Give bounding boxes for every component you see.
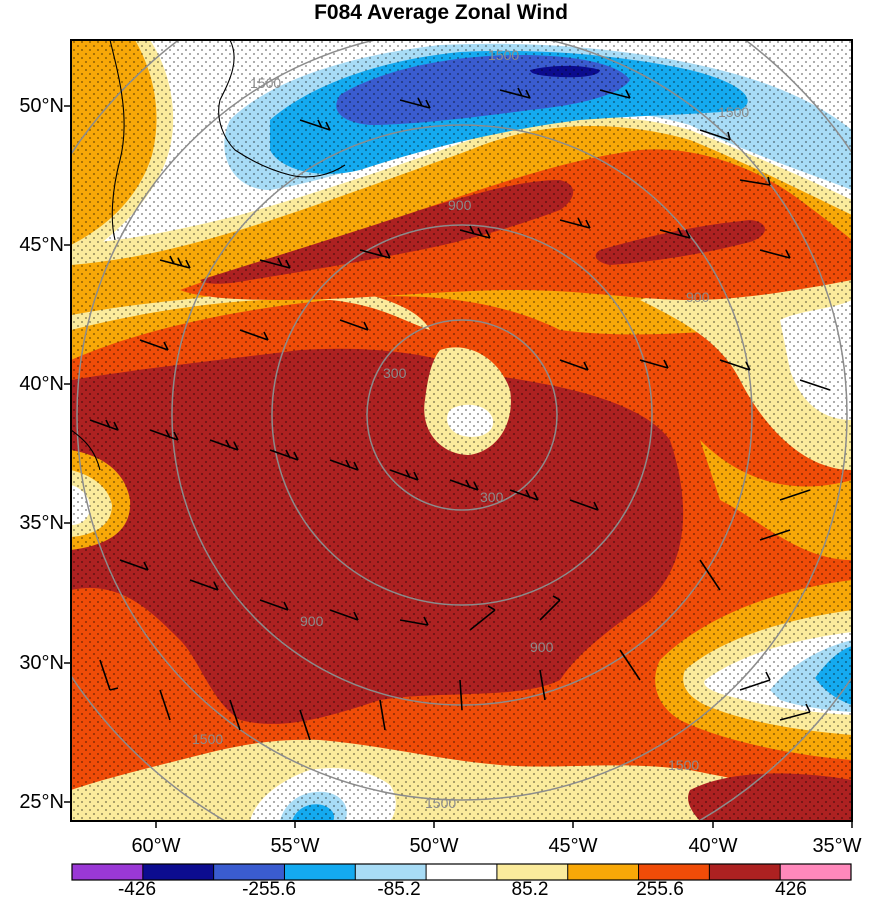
- colorbar-label-5: 255.6: [636, 879, 684, 900]
- colorbar-label-2: -255.6: [242, 879, 296, 900]
- contour-300: [366, 319, 558, 511]
- colorbar-swatch: [142, 864, 214, 880]
- lat-label-45n: 45°N: [19, 234, 64, 256]
- contour-label-1: 300: [383, 365, 407, 381]
- lon-label-45w: 45°W: [548, 835, 598, 857]
- contour-label-12: 1500: [668, 757, 699, 773]
- contour-label-2: 300: [480, 489, 504, 505]
- colorbar-swatch: [709, 864, 781, 880]
- contour-900-inner: [271, 224, 653, 606]
- coastline-bermuda-area: [71, 429, 101, 471]
- contour-labels: 300 300 900 900 900 900 1500 1500 1500 1…: [192, 47, 749, 811]
- colorbar-swatch: [284, 864, 356, 880]
- colorbar-label-1: -426: [117, 879, 157, 900]
- axis-ticks: [64, 105, 853, 828]
- colorbar-swatch: [355, 864, 427, 880]
- map-frame: [70, 39, 853, 822]
- lat-label-25n: 25°N: [19, 791, 64, 813]
- lat-label-50n: 50°N: [19, 95, 64, 117]
- colorbar: [71, 863, 852, 881]
- contour-label-7: 1500: [488, 47, 519, 63]
- colorbar-swatch: [638, 864, 710, 880]
- colorbar-swatch: [496, 864, 569, 880]
- colorbar-label-4: 85.2: [511, 879, 549, 900]
- coastlines: [71, 40, 346, 471]
- contour-1500: [76, 40, 848, 801]
- contour-label-9: 1500: [250, 75, 281, 91]
- colorbar-swatch: [72, 864, 144, 880]
- lat-label-30n: 30°N: [19, 652, 64, 674]
- map-title: F084 Average Zonal Wind: [314, 1, 568, 24]
- contour-label-10: 1500: [192, 731, 223, 747]
- lon-label-40w: 40°W: [688, 835, 738, 857]
- contour-label-3: 900: [448, 197, 472, 213]
- lon-label-35w: 35°W: [812, 835, 862, 857]
- lon-label-50w: 50°W: [409, 835, 459, 857]
- lon-label-60w: 60°W: [131, 835, 181, 857]
- colorbar-label-3: -85.2: [377, 879, 421, 900]
- colorbar-label-6: 426: [775, 879, 807, 900]
- colorbar-swatch: [426, 864, 498, 880]
- coastline-nova-scotia: [109, 40, 125, 241]
- colorbar-swatch: [780, 864, 852, 880]
- lat-label-40n: 40°N: [19, 373, 64, 395]
- colorbar-swatch: [567, 864, 639, 880]
- contour-label-11: 1500: [425, 795, 456, 811]
- contour-label-8: 1500: [718, 104, 749, 120]
- contour-label-6: 900: [300, 613, 324, 629]
- wind-barbs: [89, 87, 831, 741]
- lon-label-55w: 55°W: [270, 835, 320, 857]
- lat-label-35n: 35°N: [19, 512, 64, 534]
- colorbar-frame: [71, 863, 852, 881]
- contour-label-4: 900: [530, 639, 554, 655]
- contour-label-5: 900: [686, 289, 710, 305]
- coastline-newfoundland: [218, 40, 346, 178]
- colorbar-swatch: [213, 864, 285, 880]
